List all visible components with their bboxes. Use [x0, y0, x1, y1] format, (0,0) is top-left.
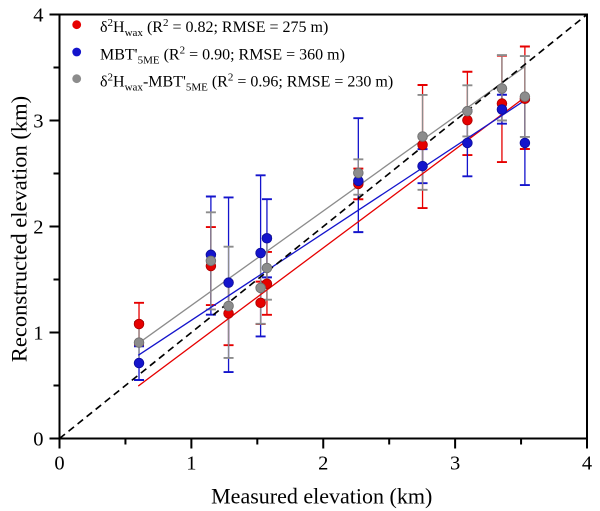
svg-text:0: 0 — [54, 453, 64, 475]
svg-text:4: 4 — [33, 5, 43, 27]
svg-text:1: 1 — [33, 323, 43, 345]
svg-text:2: 2 — [318, 453, 328, 475]
svg-text:δ2​Hwax​-MBT'5ME​ (R2​ = 0.96;: δ2​Hwax​-MBT'5ME​ (R2​ = 0.96; RMSE = 23… — [100, 72, 393, 94]
svg-text:3: 3 — [450, 453, 460, 475]
svg-text:3: 3 — [33, 111, 43, 133]
svg-text:MBT'5ME​ (R2​ = 0.90; RMSE = 3: MBT'5ME​ (R2​ = 0.90; RMSE = 360 m) — [100, 44, 345, 66]
svg-text:Reconstructed elevation (km): Reconstructed elevation (km) — [7, 96, 32, 362]
svg-text:4: 4 — [582, 453, 592, 475]
svg-text:δ2​Hwax​ (R2​ = 0.82; RMSE = 2: δ2​Hwax​ (R2​ = 0.82; RMSE = 275 m) — [100, 17, 328, 39]
svg-text:0: 0 — [33, 429, 43, 451]
svg-text:1: 1 — [186, 453, 196, 475]
svg-text:2: 2 — [33, 217, 43, 239]
svg-text:Measured elevation (km): Measured elevation (km) — [211, 483, 432, 508]
